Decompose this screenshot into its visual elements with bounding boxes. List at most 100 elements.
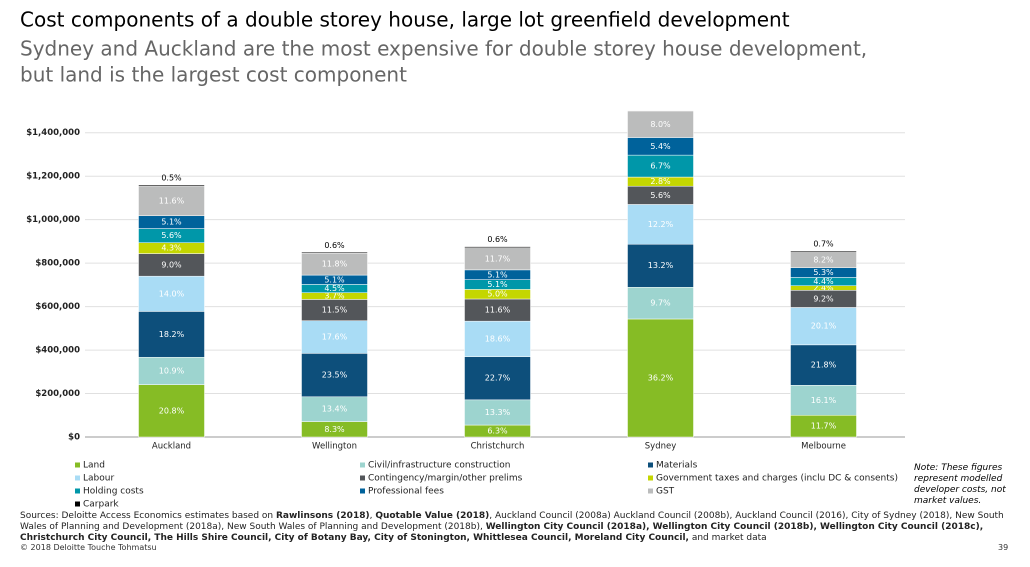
value-label: 0.6% xyxy=(324,241,345,250)
value-label: 4.5% xyxy=(324,284,345,293)
legend-swatch xyxy=(360,488,365,494)
bar-segment xyxy=(464,356,531,401)
value-label: 13.2% xyxy=(648,261,674,270)
value-label: 6.7% xyxy=(650,162,671,171)
value-label: 9.7% xyxy=(650,299,671,308)
legend-label: Materials xyxy=(656,461,698,471)
value-label: 23.5% xyxy=(322,371,348,380)
bar-segment xyxy=(627,243,694,288)
bar-segment xyxy=(138,384,205,438)
legend-label: Holding costs xyxy=(83,487,144,497)
y-tick-label: $1,400,000 xyxy=(26,128,80,138)
value-label: 11.6% xyxy=(159,197,185,206)
value-label: 12.2% xyxy=(648,220,674,229)
legend-label: Labour xyxy=(83,474,114,484)
legend-swatch xyxy=(648,488,653,494)
bar-segment xyxy=(138,356,205,385)
bar-segment xyxy=(138,311,205,358)
bar-segment xyxy=(627,204,694,245)
legend-label: Civil/infrastructure construction xyxy=(368,461,510,471)
value-label: 5.1% xyxy=(324,275,345,284)
bar-segment xyxy=(138,186,205,217)
bar-segment xyxy=(627,287,694,320)
value-label: 5.6% xyxy=(161,231,182,240)
legend-label: Professional fees xyxy=(368,487,444,497)
copyright: © 2018 Deloitte Touche Tohmatsu xyxy=(20,543,157,552)
bar-segment xyxy=(464,399,531,426)
bar-segment xyxy=(790,344,857,386)
value-label: 22.7% xyxy=(485,374,511,383)
bar-segment xyxy=(138,184,205,187)
value-label: 5.4% xyxy=(650,142,671,151)
legend-swatch xyxy=(360,475,365,481)
bar-segment xyxy=(790,250,857,253)
value-label: 0.5% xyxy=(161,174,182,183)
value-label: 8.0% xyxy=(650,120,671,129)
y-tick-label: $1,200,000 xyxy=(26,172,80,182)
value-label: 5.1% xyxy=(161,218,182,227)
value-label: 14.0% xyxy=(159,289,185,298)
legend-label: Land xyxy=(83,461,105,471)
value-label: 11.8% xyxy=(322,260,348,269)
value-label: 36.2% xyxy=(648,373,674,382)
y-tick-label: $1,000,000 xyxy=(26,215,80,225)
value-label: 5.3% xyxy=(813,268,834,277)
value-label: 18.6% xyxy=(485,334,511,343)
chart-title: Cost components of a double storey house… xyxy=(20,8,790,32)
legend-swatch xyxy=(75,475,80,481)
legend-swatch xyxy=(75,462,80,468)
value-label: 3.7% xyxy=(324,292,345,301)
value-label: 11.5% xyxy=(322,306,348,315)
bar-segment xyxy=(464,246,531,248)
x-tick-label: Auckland xyxy=(152,442,191,452)
bar-segment xyxy=(301,353,368,398)
sources: Sources: Deloitte Access Economics estim… xyxy=(20,511,1010,544)
legend-label: Government taxes and charges (inclu DC &… xyxy=(656,474,898,484)
y-tick-label: $600,000 xyxy=(35,302,80,312)
bar-segment xyxy=(790,307,857,346)
value-label: 5.1% xyxy=(487,270,508,279)
value-label: 0.6% xyxy=(487,235,508,244)
value-label: 16.1% xyxy=(811,396,837,405)
value-label: 11.7% xyxy=(485,254,511,263)
page-number: 39 xyxy=(998,543,1009,552)
value-label: 10.9% xyxy=(159,366,185,375)
value-label: 6.3% xyxy=(487,427,508,436)
legend-swatch xyxy=(648,475,653,481)
value-label: 8.2% xyxy=(813,256,834,265)
chart-subtitle: but land is the largest cost component xyxy=(20,63,407,87)
legend-swatch xyxy=(75,501,80,507)
value-label: 9.2% xyxy=(813,294,834,303)
x-tick-label: Christchurch xyxy=(471,442,525,452)
chart-subtitle: Sydney and Auckland are the most expensi… xyxy=(20,37,867,61)
value-label: 5.0% xyxy=(487,290,508,299)
value-label: 13.4% xyxy=(322,405,348,414)
legend-label: Contingency/margin/other prelims xyxy=(368,474,523,484)
value-label: 2.4% xyxy=(813,284,834,293)
value-label: 13.3% xyxy=(485,408,511,417)
bar-segment xyxy=(627,111,694,138)
source-text: , Auckland Council (2008a) Auckland Coun… xyxy=(20,511,1004,532)
legend-label: GST xyxy=(656,487,675,497)
value-label: 8.3% xyxy=(324,425,345,434)
legend-swatch xyxy=(648,462,653,468)
x-tick-label: Wellington xyxy=(312,442,357,452)
source-text: and market data xyxy=(688,533,767,543)
legend-swatch xyxy=(75,488,80,494)
x-tick-label: Sydney xyxy=(645,442,676,452)
value-label: 17.6% xyxy=(322,333,348,342)
value-label: 21.8% xyxy=(811,361,837,370)
y-tick-label: $400,000 xyxy=(35,346,80,356)
bar-segment xyxy=(464,320,531,357)
source-text: Sources: Deloitte Access Economics estim… xyxy=(20,511,276,521)
value-label: 18.2% xyxy=(159,330,185,339)
bar-segment xyxy=(301,396,368,422)
bar-segment xyxy=(627,318,694,438)
value-label: 20.1% xyxy=(811,322,837,331)
value-label: 4.3% xyxy=(161,244,182,253)
y-tick-label: $800,000 xyxy=(35,259,80,269)
value-label: 20.8% xyxy=(159,406,185,415)
value-label: 9.0% xyxy=(161,260,182,269)
